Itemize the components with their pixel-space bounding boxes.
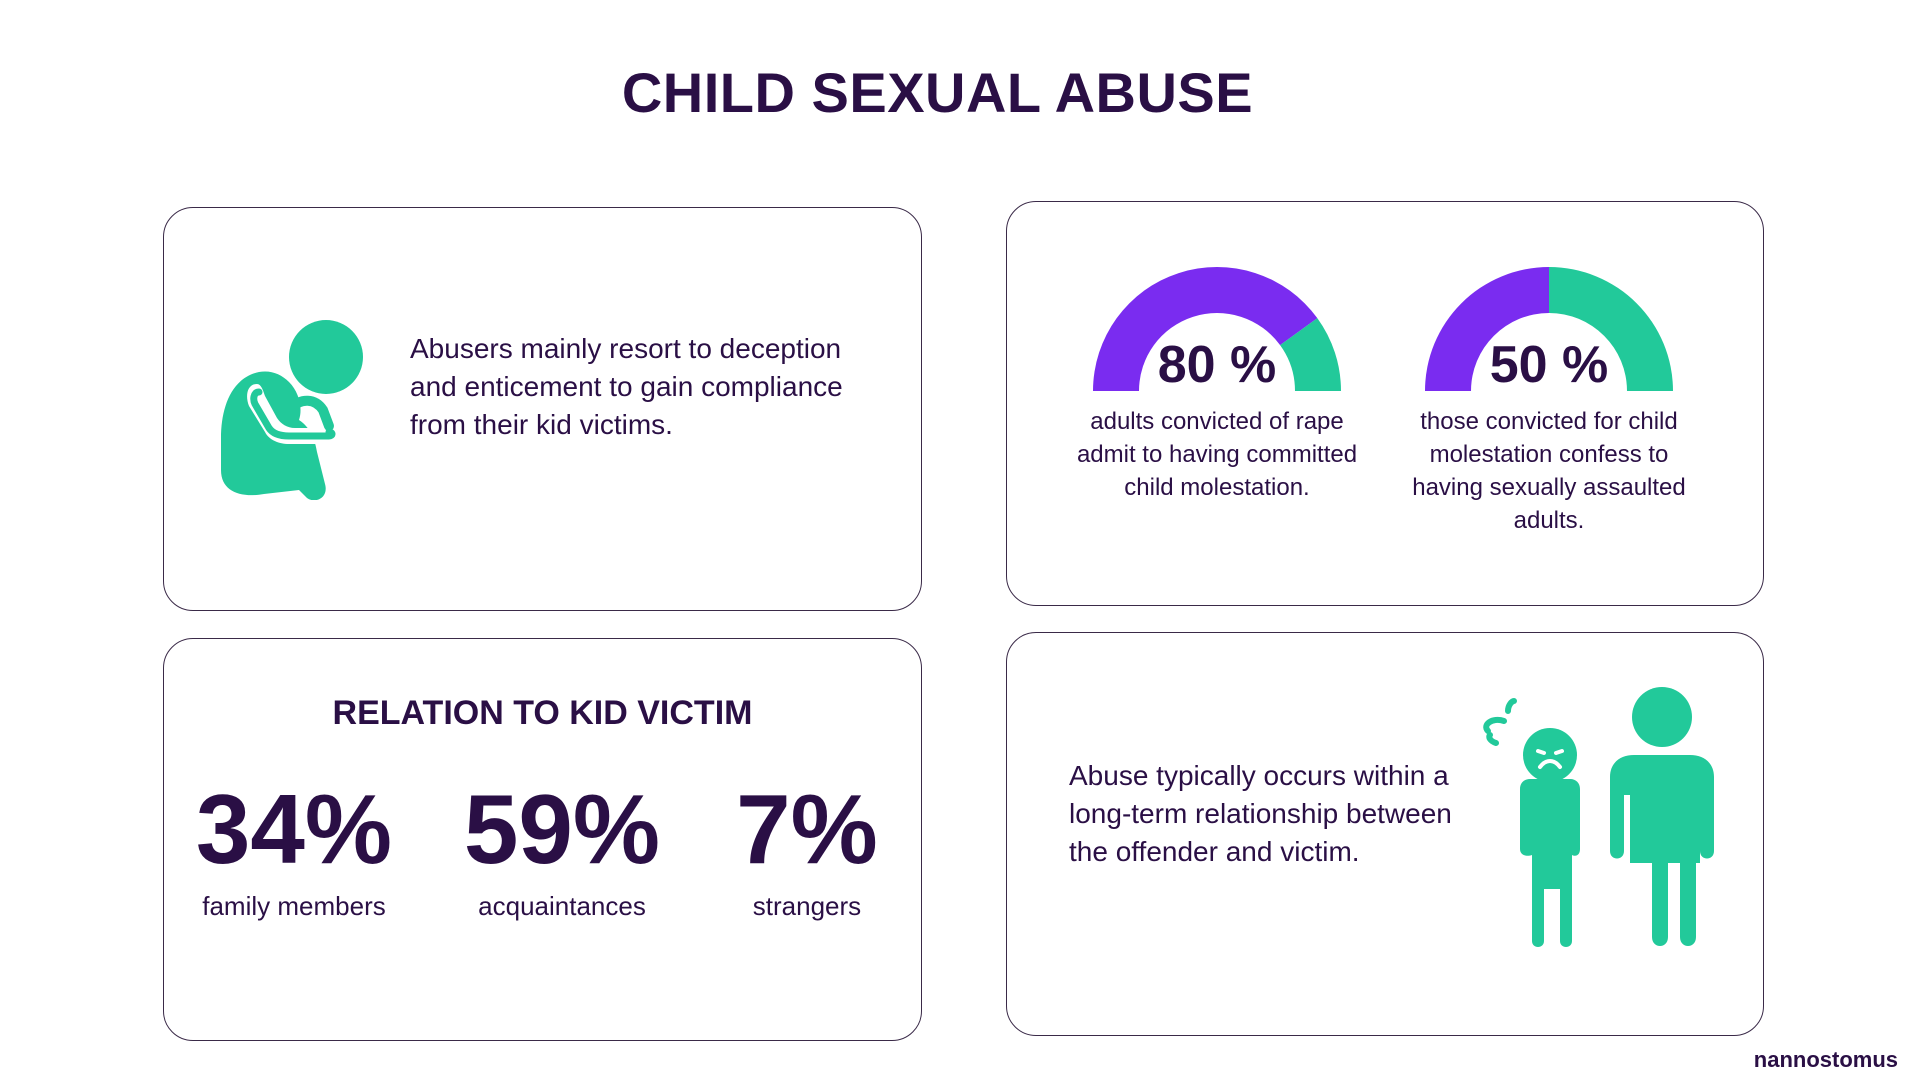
stat-family: 34% family members [164, 779, 424, 922]
stat-acquaintances: 59% acquaintances [432, 779, 692, 922]
stat-family-value: 34% [195, 774, 393, 884]
gauge-1-arc-purple [1093, 267, 1318, 391]
gauge-1-arc-green [1280, 318, 1341, 391]
stat-acquaintances-label: acquaintances [478, 891, 646, 921]
brand-logo: nannostomus [1753, 1047, 1898, 1072]
relation-title: RELATION TO KID VICTIM [332, 694, 753, 732]
gauge-1-chart [1093, 267, 1341, 391]
stat-strangers-value: 7% [736, 774, 878, 884]
gauge-1-caption: adults convicted of rape admit to having… [1076, 408, 1358, 501]
relationship-card: Abuse typically occurs within a long-ter… [1006, 632, 1764, 1036]
crying-child-and-adult-icon [1483, 687, 1714, 947]
gauge-1-value: 80 % [1157, 336, 1277, 394]
deception-text: Abusers mainly resort to deception and e… [410, 333, 843, 440]
gauge-2-arc-green [1549, 267, 1673, 391]
relation-card: RELATION TO KID VICTIM 34% family member… [163, 638, 922, 1041]
gauge-2-arc-purple [1425, 267, 1549, 391]
relationship-text: Abuse typically occurs within a long-ter… [1069, 760, 1452, 867]
gauge-2-caption: those convicted for child molestation co… [1412, 408, 1686, 534]
stat-acquaintances-value: 59% [463, 774, 661, 884]
stat-strangers-label: strangers [752, 891, 862, 921]
sitting-child-icon [221, 320, 363, 500]
gauge-2-chart [1425, 267, 1673, 391]
deception-card: Abusers mainly resort to deception and e… [163, 207, 922, 611]
gauges-card: 80 % adults convicted of rape admit to h… [1006, 201, 1764, 606]
page-title: CHILD SEXUAL ABUSE [621, 61, 1254, 124]
stat-strangers: 7% strangers [677, 779, 937, 922]
gauge-2-value: 50 % [1489, 336, 1609, 394]
stat-family-label: family members [202, 891, 386, 921]
